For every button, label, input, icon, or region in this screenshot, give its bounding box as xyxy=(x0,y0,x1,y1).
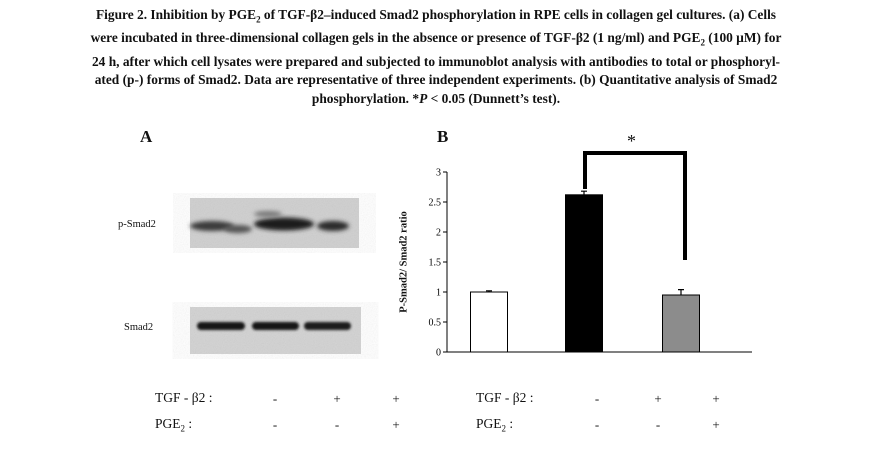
y-tick-label: 2.5 xyxy=(429,198,442,209)
y-tick-label: 2 xyxy=(436,228,441,239)
panel-a-pge-label: PGE2 : xyxy=(155,416,193,434)
caption-line-2: were incubated in three-dimensional coll… xyxy=(90,30,782,48)
p-smad2-blot-image xyxy=(190,198,359,248)
significance-bracket xyxy=(583,151,687,260)
caption-line-3: 24 h, after which cell lysates were prep… xyxy=(91,53,781,69)
y-tick-label: 1.5 xyxy=(429,258,442,269)
panel-b-pge-col1: - xyxy=(594,417,600,432)
y-tick-label: 0 xyxy=(436,348,441,359)
error-bar-3 xyxy=(678,289,684,295)
panel-a-pge-lane1: - xyxy=(272,417,278,432)
smad2-blot-image xyxy=(190,307,361,354)
error-bar-1 xyxy=(486,290,492,292)
panel-b-tgf-col3: + xyxy=(712,391,720,406)
significance-asterisk: * xyxy=(627,131,636,151)
caption-line-4: ated (p-) forms of Smad2. Data are repre… xyxy=(94,72,778,88)
panel-a-letter: A xyxy=(140,127,153,146)
figure-caption: Figure 2. Inhibition by PGE2 of TGF-β2–i… xyxy=(10,6,862,108)
error-bar-2 xyxy=(581,190,587,195)
panel-a-tgf-lane1: - xyxy=(272,391,278,406)
panel-a-tgf-label: TGF - β2 : xyxy=(155,390,213,405)
panel-b-tgf-col1: - xyxy=(594,391,600,406)
panel-a-tgf-lane2: + xyxy=(333,391,341,406)
y-tick-label: 3 xyxy=(436,168,441,179)
panel-a-pge-lane3: + xyxy=(392,417,400,432)
y-tick-label: 1 xyxy=(436,288,441,299)
bar-2 xyxy=(565,194,603,353)
panel-b-letter: B xyxy=(437,127,449,146)
y-tick-label: 0.5 xyxy=(429,318,442,329)
caption-line-5: phosphorylation. *P < 0.05 (Dunnett’s te… xyxy=(311,90,561,106)
caption-line-1: Figure 2. Inhibition by PGE2 of TGF-β2–i… xyxy=(95,7,777,25)
panel-b-pge-label: PGE2 : xyxy=(476,416,514,434)
panel-b-tgf-col2: + xyxy=(654,391,662,406)
panel-a-pge-lane2: - xyxy=(334,417,340,432)
blot-label-smad2: Smad2 xyxy=(124,322,154,333)
bar-1 xyxy=(470,291,508,353)
bar-chart: 0 0.5 1 1.5 2 2.5 3 xyxy=(429,151,752,359)
panel-b-pge-col3: + xyxy=(712,417,720,432)
panel-b-pge-col2: - xyxy=(655,417,661,432)
y-axis-label: P-Smad2/ Smad2 ratio xyxy=(398,211,410,313)
bar-3 xyxy=(662,294,700,353)
figure-label: Figure 2. xyxy=(95,7,148,22)
panel-a-tgf-lane3: + xyxy=(392,391,400,406)
blot-label-p-smad2: p-Smad2 xyxy=(118,219,156,230)
panel-b-tgf-label: TGF - β2 : xyxy=(476,390,534,405)
